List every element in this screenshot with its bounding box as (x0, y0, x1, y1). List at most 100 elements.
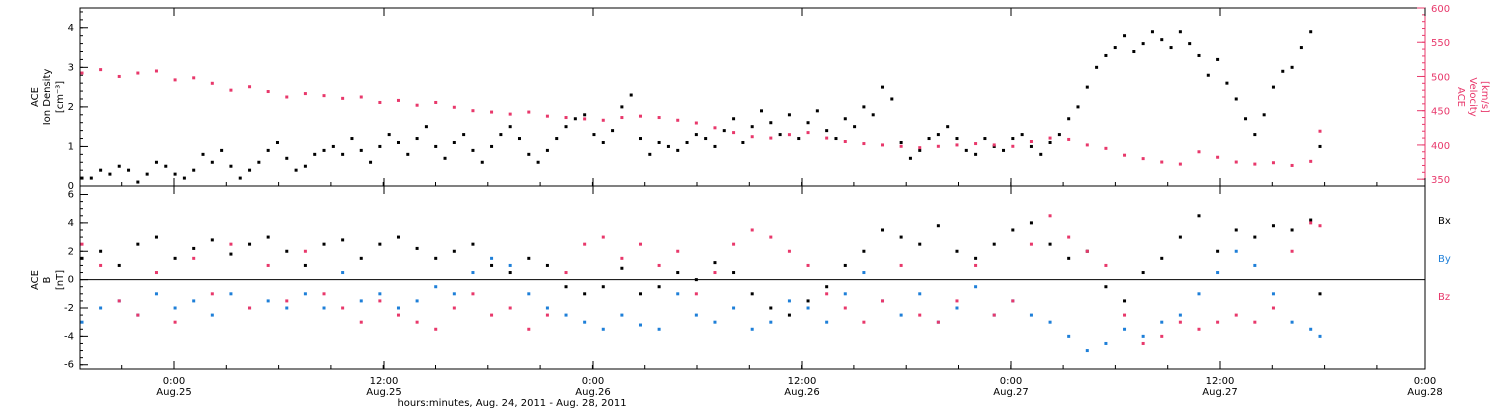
bz-point (1085, 249, 1089, 253)
bz-point (1141, 341, 1145, 345)
density-point (862, 105, 866, 109)
by-point (1178, 313, 1182, 317)
x-tick-date: Aug.25 (156, 387, 191, 398)
density-point (946, 125, 950, 129)
density-point (229, 164, 233, 168)
velocity-point (248, 85, 252, 89)
bx-point (732, 271, 736, 275)
by-point (210, 313, 214, 317)
top-left-ylabel-line1: ACE (30, 87, 41, 107)
bz-point (192, 256, 196, 260)
velocity-point (1048, 136, 1052, 140)
density-point (424, 125, 428, 129)
bz-point (1123, 313, 1127, 317)
by-point (378, 292, 382, 296)
velocity-point (564, 116, 568, 120)
density-point (760, 109, 764, 113)
density-point (853, 125, 857, 129)
x-tick-time: 0:00 (582, 376, 604, 387)
bz-point (508, 306, 512, 310)
density-point (201, 152, 205, 156)
velocity-point (192, 76, 196, 80)
by-point (322, 306, 326, 310)
density-point (732, 117, 736, 121)
bottom-panel-points (80, 214, 1322, 353)
density-point (331, 144, 335, 148)
density-point (1160, 38, 1164, 42)
density-point (1113, 46, 1117, 50)
top-left-ticks: 0 1 2 3 4 (68, 11, 88, 192)
velocity-point (825, 136, 829, 140)
velocity-point (601, 118, 605, 122)
bz-point (1216, 320, 1220, 324)
velocity-point (694, 121, 698, 125)
density-point (1057, 133, 1061, 137)
bz-point (1029, 242, 1033, 246)
velocity-point (378, 100, 382, 104)
velocity-point (1104, 146, 1108, 150)
density-point (415, 137, 419, 141)
by-point (527, 292, 531, 296)
density-point (648, 152, 652, 156)
bx-point (490, 263, 494, 267)
density-point (285, 156, 289, 160)
bx-point (80, 256, 84, 260)
density-point (1067, 117, 1071, 121)
density-point (1290, 65, 1294, 69)
velocity-point (638, 114, 642, 118)
density-point (434, 144, 438, 148)
by-point (396, 306, 400, 310)
bz-point (955, 299, 959, 303)
velocity-point (117, 74, 121, 78)
bx-point (1216, 249, 1220, 253)
density-point (1262, 113, 1266, 117)
by-point (545, 306, 549, 310)
top-right-tick-label: 350 (1431, 175, 1450, 186)
density-point (1150, 30, 1154, 34)
bz-point (136, 313, 140, 317)
by-point (1253, 263, 1257, 267)
bz-point (881, 299, 885, 303)
top-left-tick-label: 1 (68, 141, 74, 152)
by-point (676, 292, 680, 296)
bz-point (1178, 320, 1182, 324)
x-axis-title: hours:minutes, Aug. 24, 2011 - Aug. 28, … (397, 398, 626, 409)
bx-point (396, 235, 400, 239)
velocity-point (1318, 129, 1322, 133)
bz-point (936, 320, 940, 324)
x-axis-ticks: 0:00Aug.2512:00Aug.250:00Aug.2612:00Aug.… (121, 8, 1443, 398)
velocity-point (1085, 143, 1089, 147)
x-tick-date: Aug.28 (1407, 387, 1442, 398)
bx-point (1271, 224, 1275, 228)
density-point (350, 137, 354, 141)
by-point (359, 299, 363, 303)
velocity-point (322, 94, 326, 98)
velocity-point (769, 136, 773, 140)
velocity-point (434, 100, 438, 104)
velocity-point (545, 114, 549, 118)
bx-point (210, 238, 214, 242)
density-point (471, 148, 475, 152)
density-point (173, 172, 177, 176)
density-point (313, 152, 317, 156)
bx-point (974, 256, 978, 260)
bx-point (378, 242, 382, 246)
by-point (1029, 313, 1033, 317)
bottom-ylabel-line3: [nT] (55, 270, 66, 290)
velocity-point (806, 131, 810, 135)
by-point (899, 313, 903, 317)
bx-point (918, 242, 922, 246)
bz-point (396, 313, 400, 317)
bz-point (750, 228, 754, 232)
density-point (611, 129, 615, 133)
by-point (713, 320, 717, 324)
velocity-point (210, 81, 214, 85)
bx-point (117, 263, 121, 267)
by-point (1141, 334, 1145, 338)
by-point (490, 256, 494, 260)
density-point (1095, 65, 1099, 69)
density-point (1197, 53, 1201, 57)
density-point (657, 140, 661, 144)
bx-point (229, 252, 233, 256)
